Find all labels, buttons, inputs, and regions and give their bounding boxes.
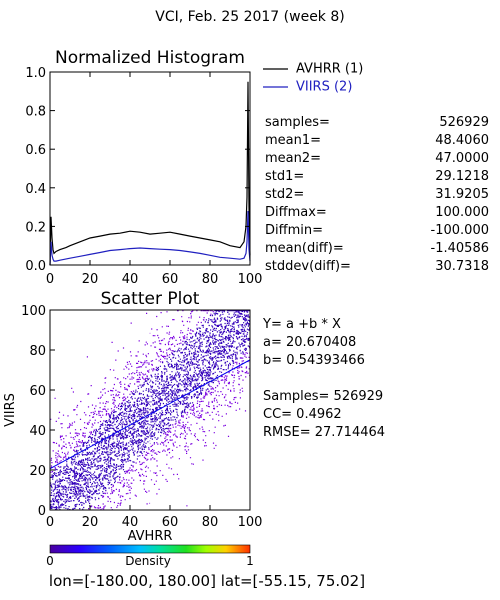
regression-a: a= 20.670408 bbox=[263, 335, 356, 350]
regression-rmse: RMSE= 27.714464 bbox=[263, 425, 385, 440]
scatter-y-tick-label: 0 bbox=[38, 504, 46, 519]
stat-label: std1= bbox=[265, 169, 304, 184]
histogram-legend: AVHRR (1) VIIRS (2) bbox=[263, 62, 363, 95]
scatter-panel: Scatter Plot 0 20 40 60 80 100 0 20 40 60 80 100 AV… bbox=[3, 289, 262, 544]
scatter-x-tick-label: 80 bbox=[202, 515, 219, 530]
regression-samples: Samples= 526929 bbox=[263, 389, 383, 404]
scatter-y-axis-label: VIIRS bbox=[3, 393, 18, 427]
histogram-y-tick-label: 0.0 bbox=[25, 259, 46, 274]
scatter-y-tick-label: 80 bbox=[29, 344, 46, 359]
histogram-x-tick-label: 0 bbox=[46, 272, 54, 287]
scatter-y-tick-label: 20 bbox=[29, 464, 46, 479]
stat-label: Diffmin= bbox=[265, 223, 323, 238]
scatter-point-cloud bbox=[50, 310, 250, 510]
histogram-y-tick-label: 0.2 bbox=[25, 220, 46, 235]
regression-cc: CC= 0.4962 bbox=[263, 407, 342, 422]
figure-title: VCI, Feb. 25 2017 (week 8) bbox=[155, 9, 344, 25]
stat-value: 30.7318 bbox=[435, 259, 489, 274]
stat-label: Diffmax= bbox=[265, 205, 327, 220]
histogram-series-avhrr bbox=[49, 81, 251, 266]
stat-label: samples= bbox=[265, 115, 330, 130]
stat-label: mean1= bbox=[265, 133, 321, 148]
scatter-x-tick-label: 40 bbox=[122, 515, 139, 530]
scatter-x-tick-label: 20 bbox=[82, 515, 99, 530]
histogram-x-tick-label: 40 bbox=[122, 272, 139, 287]
histogram-frame bbox=[49, 71, 251, 266]
scatter-y-tick-label: 100 bbox=[21, 304, 46, 319]
stat-label: mean2= bbox=[265, 151, 321, 166]
stat-value: 47.0000 bbox=[435, 151, 489, 166]
scatter-points-dense bbox=[50, 310, 250, 510]
scatter-x-axis-label: AVHRR bbox=[128, 529, 173, 544]
histogram-panel: Normalized Histogram 0 20 40 60 80 100 0.0 0.2 0… bbox=[25, 48, 262, 287]
stat-label: std2= bbox=[265, 187, 304, 202]
histogram-x-tick-label: 80 bbox=[202, 272, 219, 287]
regression-b: b= 0.54393466 bbox=[263, 353, 365, 368]
stat-value: 100.000 bbox=[435, 205, 489, 220]
colorbar-max-label: 1 bbox=[246, 554, 254, 568]
scatter-x-tick-label: 0 bbox=[46, 515, 54, 530]
legend-label-viirs: VIIRS (2) bbox=[296, 80, 352, 95]
histogram-series-viirs bbox=[49, 210, 251, 266]
colorbar-min-label: 0 bbox=[46, 554, 54, 568]
footer-coverage: lon=[-180.00, 180.00] lat=[-55.15, 75.02… bbox=[49, 572, 365, 590]
histogram-x-tick-label: 20 bbox=[82, 272, 99, 287]
stat-value: -100.000 bbox=[431, 223, 489, 238]
statistics-block: samples= 526929 mean1= 48.4060 mean2= 47.0000… bbox=[265, 115, 489, 274]
stat-label: stddev(diff)= bbox=[265, 259, 351, 274]
stat-value: 526929 bbox=[439, 115, 489, 130]
regression-line bbox=[50, 359, 250, 470]
regression-info: Y= a +b * X a= 20.670408 b= 0.54393466 S… bbox=[262, 317, 385, 440]
density-colorbar: 0 Density 1 bbox=[46, 544, 254, 568]
histogram-y-tick-label: 0.4 bbox=[25, 182, 46, 197]
scatter-x-tick-label: 60 bbox=[162, 515, 179, 530]
histogram-title: Normalized Histogram bbox=[55, 48, 245, 68]
colorbar-gradient bbox=[49, 544, 251, 554]
scatter-y-tick-label: 40 bbox=[29, 424, 46, 439]
stat-value: -1.40586 bbox=[431, 241, 489, 256]
scatter-y-tick-label: 60 bbox=[29, 384, 46, 399]
stat-value: 31.9205 bbox=[435, 187, 489, 202]
stat-label: mean(diff)= bbox=[265, 241, 344, 256]
stat-value: 48.4060 bbox=[435, 133, 489, 148]
stat-value: 29.1218 bbox=[435, 169, 489, 184]
scatter-title: Scatter Plot bbox=[101, 289, 200, 309]
regression-equation: Y= a +b * X bbox=[262, 317, 341, 332]
histogram-x-tick-label: 100 bbox=[238, 272, 263, 287]
scatter-frame bbox=[49, 309, 251, 511]
scatter-x-tick-label: 100 bbox=[238, 515, 263, 530]
colorbar-label: Density bbox=[125, 554, 171, 568]
legend-label-avhrr: AVHRR (1) bbox=[296, 62, 363, 77]
histogram-x-tick-label: 60 bbox=[162, 272, 179, 287]
histogram-y-tick-label: 0.6 bbox=[25, 143, 46, 158]
histogram-y-tick-label: 0.8 bbox=[25, 105, 46, 120]
histogram-y-tick-label: 1.0 bbox=[25, 66, 46, 81]
